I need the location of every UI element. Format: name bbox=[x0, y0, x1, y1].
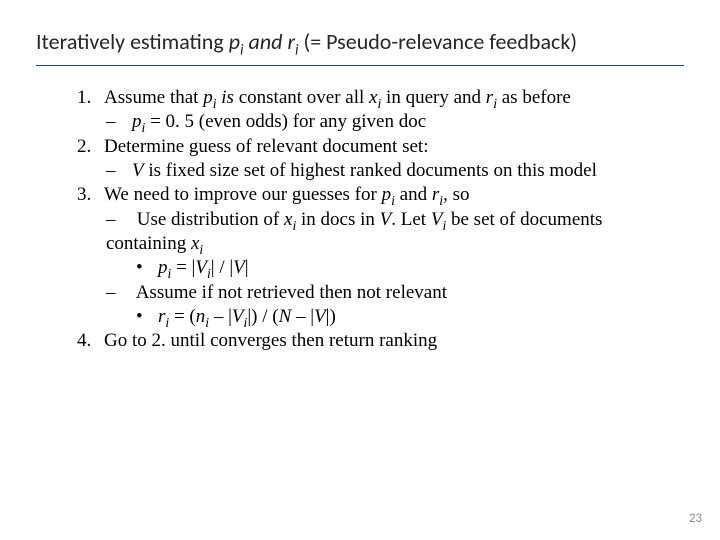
title-text-1: Iteratively estimating bbox=[36, 28, 229, 55]
t: = | bbox=[171, 257, 195, 278]
item-3-dash-1-bullets: pi = |Vi| / |V| bbox=[106, 256, 684, 280]
t: p bbox=[132, 111, 142, 132]
t: |) bbox=[326, 306, 336, 327]
slide-body: Assume that pi is constant over all xi i… bbox=[36, 86, 684, 353]
title-pi-p: p bbox=[229, 28, 240, 55]
t: N bbox=[279, 306, 292, 327]
page-number: 23 bbox=[689, 511, 702, 526]
t: Assume that bbox=[104, 87, 203, 108]
item-2-text: Determine guess of relevant document set… bbox=[104, 136, 428, 157]
t: V bbox=[232, 306, 244, 327]
slide-title: Iteratively estimating pi and ri (= Pseu… bbox=[36, 28, 684, 66]
item-3-dash-2: Assume if not retrieved then not relevan… bbox=[106, 281, 684, 330]
t: n bbox=[196, 306, 206, 327]
item-3-dash-2-bullets: ri = (ni – |Vi|) / (N – |V|) bbox=[106, 305, 684, 329]
item-1-sub: pi = 0. 5 (even odds) for any given doc bbox=[104, 110, 684, 134]
item-4: Go to 2. until converges then return ran… bbox=[96, 329, 684, 353]
t: Use distribution of bbox=[137, 209, 284, 230]
item-1-dash-1: pi = 0. 5 (even odds) for any given doc bbox=[106, 110, 684, 134]
t: = ( bbox=[169, 306, 196, 327]
item-4-text: Go to 2. until converges then return ran… bbox=[104, 330, 437, 351]
item-3-bullet-1: pi = |Vi| / |V| bbox=[136, 256, 684, 280]
t: Assume if not retrieved then not relevan… bbox=[136, 282, 447, 303]
item-1: Assume that pi is constant over all xi i… bbox=[96, 86, 684, 135]
t: in query and bbox=[381, 87, 485, 108]
item-3-dash-1: Use distribution of xi in docs in V. Let… bbox=[106, 208, 684, 281]
item-3: We need to improve our guesses for p i an… bbox=[96, 183, 684, 329]
t: We need to improve our guesses for bbox=[104, 184, 382, 205]
t: is bbox=[217, 87, 234, 108]
title-ri-r: r bbox=[287, 28, 295, 55]
t: – | bbox=[209, 306, 232, 327]
t: . Let bbox=[391, 209, 431, 230]
t: and bbox=[395, 184, 432, 205]
item-2-sub: V is fixed size set of highest ranked do… bbox=[104, 159, 684, 183]
t: p bbox=[382, 184, 392, 205]
title-text-2: (= Pseudo-relevance feedback) bbox=[299, 28, 577, 55]
t: V bbox=[195, 257, 207, 278]
t: | / | bbox=[211, 257, 233, 278]
title-and: and bbox=[244, 28, 288, 55]
t: = 0. 5 (even odds) for any given doc bbox=[145, 111, 426, 132]
t: in docs in bbox=[296, 209, 379, 230]
t: V bbox=[314, 306, 326, 327]
t: constant over all bbox=[234, 87, 369, 108]
t: p bbox=[158, 257, 168, 278]
t: V bbox=[132, 160, 144, 181]
t: p bbox=[203, 87, 213, 108]
t: | bbox=[245, 257, 249, 278]
item-1-text: Assume that pi is constant over all xi i… bbox=[104, 87, 571, 108]
item-2: Determine guess of relevant document set… bbox=[96, 135, 684, 184]
item-3-bullet-2: ri = (ni – |Vi|) / (N – |V|) bbox=[136, 305, 684, 329]
t: V bbox=[431, 209, 443, 230]
main-list: Assume that pi is constant over all xi i… bbox=[36, 86, 684, 353]
item-2-dash-1: V is fixed size set of highest ranked do… bbox=[106, 159, 684, 183]
t: – | bbox=[291, 306, 314, 327]
t: i bbox=[199, 242, 203, 257]
t: V bbox=[233, 257, 245, 278]
item-3-sub: Use distribution of xi in docs in V. Let… bbox=[104, 208, 684, 330]
t: as before bbox=[497, 87, 571, 108]
t: , so bbox=[443, 184, 469, 205]
t: is fixed size set of highest ranked docu… bbox=[144, 160, 597, 181]
item-3-text: We need to improve our guesses for pi an… bbox=[104, 184, 469, 205]
t: V bbox=[380, 209, 392, 230]
t: |) / ( bbox=[247, 306, 278, 327]
